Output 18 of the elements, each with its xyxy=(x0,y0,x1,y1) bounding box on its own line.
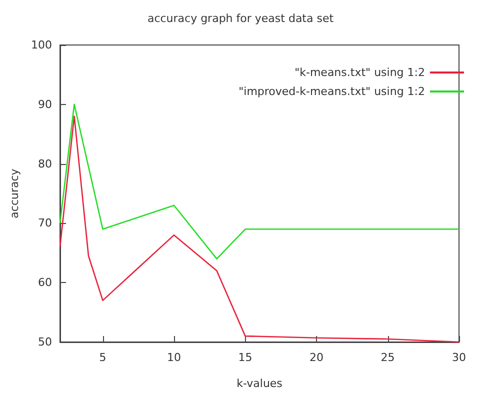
legend-label: "improved-k-means.txt" using 1:2 xyxy=(238,85,425,98)
y-tick-label: 60 xyxy=(38,276,52,290)
y-tick-label: 100 xyxy=(31,38,52,52)
x-axis-title: k-values xyxy=(236,377,283,390)
y-axis-title: accuracy xyxy=(8,168,22,218)
y-tick-label: 80 xyxy=(38,157,52,170)
y-tick-label: 90 xyxy=(38,98,52,111)
x-tick-label: 5 xyxy=(99,351,106,364)
x-tick-label: 30 xyxy=(452,351,466,364)
line-series xyxy=(59,104,460,260)
y-tick-label: 70 xyxy=(38,216,52,230)
y-tick-label: 50 xyxy=(38,336,52,348)
chart-title: accuracy graph for yeast data set xyxy=(147,12,334,25)
x-tick-label: 15 xyxy=(238,351,252,364)
x-tick-label: 10 xyxy=(167,351,181,364)
x-tick-label: 25 xyxy=(380,351,395,364)
x-tick-label: 20 xyxy=(310,351,324,364)
legend-label: "k-means.txt" using 1:2 xyxy=(294,66,425,79)
